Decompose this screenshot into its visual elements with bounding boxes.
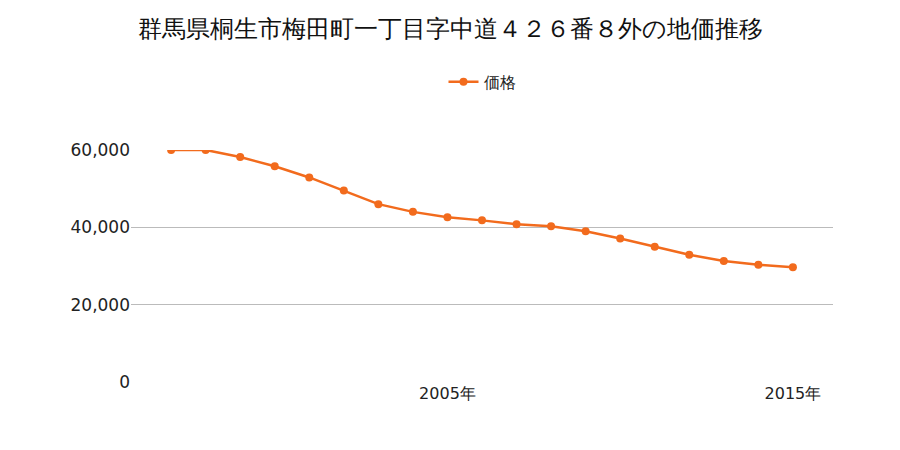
- svg-text:40,000: 40,000: [71, 217, 130, 237]
- svg-text:価格: 価格: [484, 73, 516, 92]
- svg-text:20,000: 20,000: [71, 295, 130, 315]
- svg-text:0: 0: [119, 372, 130, 392]
- svg-text:2005年: 2005年: [419, 384, 476, 403]
- svg-text:群馬県桐生市梅田町一丁目字中道４２６番８外の地価推移: 群馬県桐生市梅田町一丁目字中道４２６番８外の地価推移: [138, 15, 763, 43]
- svg-text:2015年: 2015年: [765, 384, 822, 403]
- svg-text:60,000: 60,000: [71, 140, 130, 160]
